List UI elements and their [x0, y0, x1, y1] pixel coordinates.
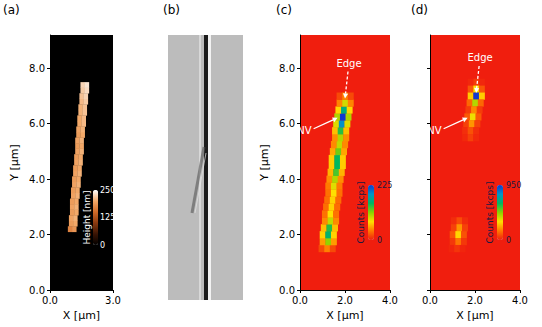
svg-text:0: 0 — [377, 236, 382, 245]
svg-text:250: 250 — [100, 186, 115, 195]
svg-text:4.0: 4.0 — [512, 295, 528, 306]
svg-text:(d): (d) — [411, 3, 428, 17]
svg-text:X [µm]: X [µm] — [456, 309, 493, 322]
svg-text:Edge: Edge — [336, 58, 361, 69]
svg-text:4.0: 4.0 — [279, 174, 295, 185]
svg-text:225: 225 — [377, 181, 392, 190]
svg-text:Height [nm]: Height [nm] — [82, 190, 92, 244]
svg-text:0.0: 0.0 — [422, 295, 438, 306]
svg-text:(c): (c) — [276, 3, 292, 17]
svg-text:2.0: 2.0 — [337, 295, 353, 306]
svg-text:X [µm]: X [µm] — [63, 309, 100, 322]
svg-text:NV: NV — [297, 125, 311, 136]
svg-text:2.0: 2.0 — [279, 229, 295, 240]
svg-text:0: 0 — [100, 241, 105, 250]
svg-text:6.0: 6.0 — [279, 118, 295, 129]
svg-text:0.0: 0.0 — [279, 284, 295, 296]
svg-text:8.0: 8.0 — [279, 63, 295, 74]
svg-text:(a): (a) — [3, 3, 20, 17]
svg-text:950: 950 — [506, 181, 521, 190]
svg-text:2.0: 2.0 — [29, 229, 45, 240]
svg-text:3.0: 3.0 — [105, 295, 121, 306]
svg-text:Counts [kcps]: Counts [kcps] — [356, 182, 366, 244]
svg-text:0.0: 0.0 — [29, 284, 45, 296]
svg-text:Y [µm]: Y [µm] — [258, 144, 271, 182]
svg-text:0.0: 0.0 — [292, 295, 308, 306]
svg-text:X [µm]: X [µm] — [326, 309, 363, 322]
svg-text:Y [µm]: Y [µm] — [8, 144, 21, 182]
svg-text:Edge: Edge — [468, 52, 493, 63]
svg-text:Counts [kcps]: Counts [kcps] — [485, 182, 495, 244]
svg-text:0.0: 0.0 — [42, 295, 58, 306]
svg-text:4.0: 4.0 — [29, 174, 45, 185]
svg-text:4.0: 4.0 — [382, 295, 398, 306]
svg-text:125: 125 — [100, 213, 115, 222]
svg-text:NV: NV — [427, 125, 441, 136]
svg-text:(b): (b) — [163, 3, 180, 17]
svg-text:8.0: 8.0 — [29, 63, 45, 74]
svg-text:2.0: 2.0 — [467, 295, 483, 306]
svg-text:0: 0 — [506, 236, 511, 245]
svg-text:6.0: 6.0 — [29, 118, 45, 129]
